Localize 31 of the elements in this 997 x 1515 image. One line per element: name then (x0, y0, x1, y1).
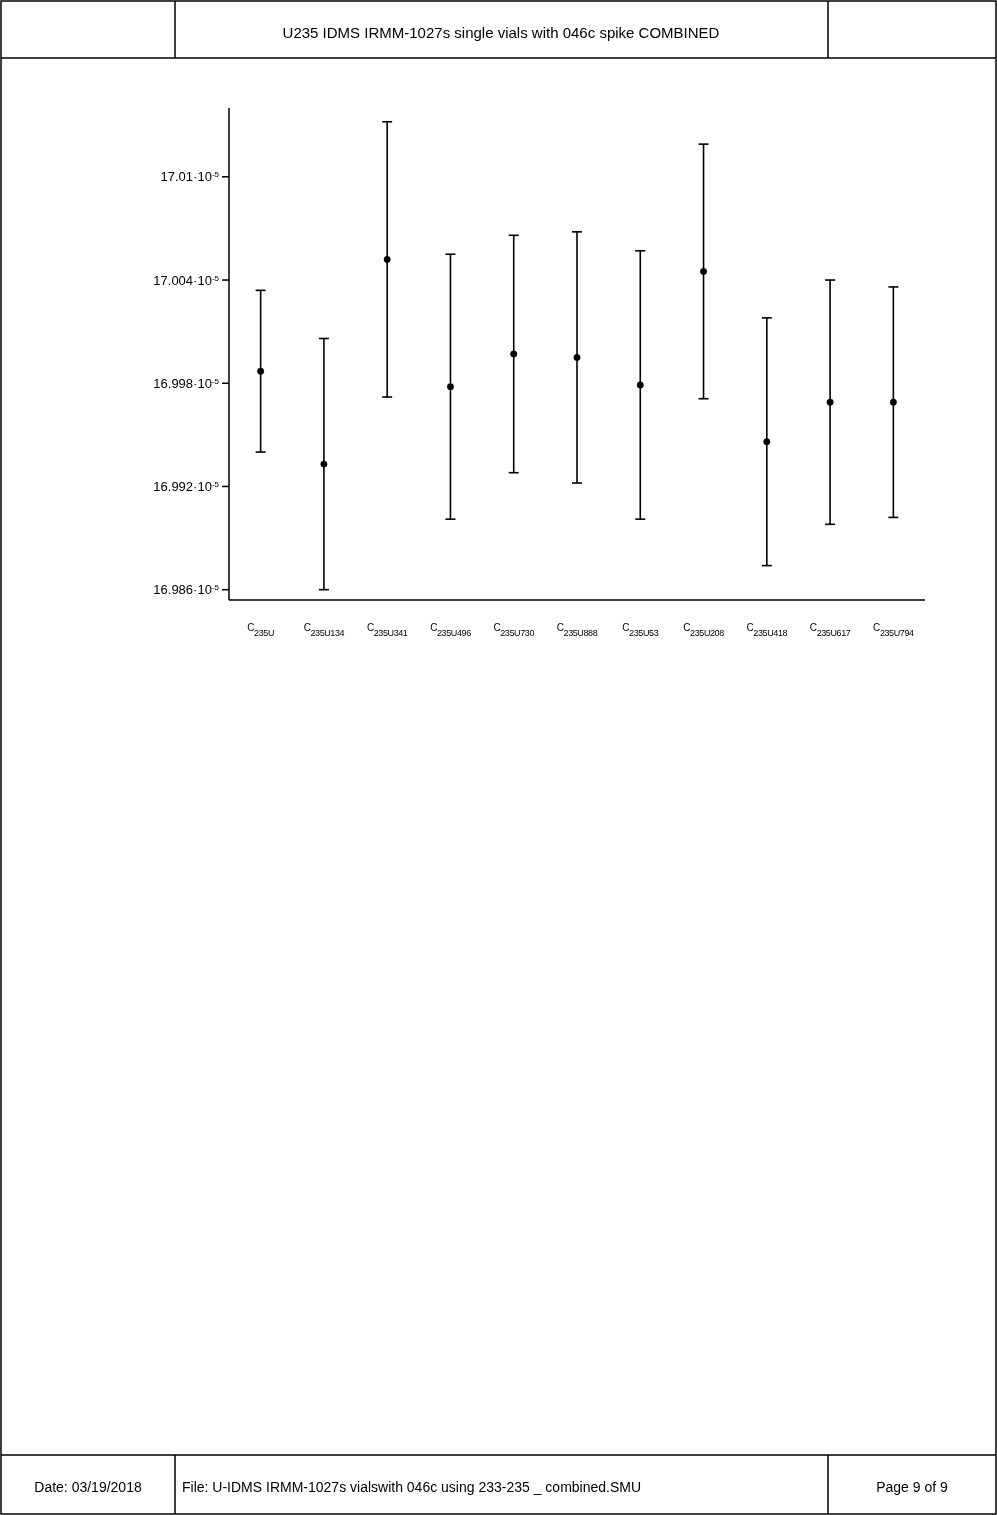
point (826, 398, 834, 406)
point (383, 255, 391, 263)
y-tick-label: 17.01·10$^{-5}$ (160, 169, 220, 185)
x-tick-label: C$_{235U208}$ (683, 622, 725, 638)
point (889, 398, 897, 406)
text: Page 9 of 9 (876, 1479, 949, 1495)
point (573, 353, 581, 361)
y-tick-label: 16.986·10$^{-5}$ (153, 582, 220, 598)
x-tick-label: C$_{235U794}$ (873, 622, 915, 638)
x-tick-label: C$_{235U}$ (247, 622, 275, 638)
x-tick-label: C$_{235U341}$ (366, 622, 408, 638)
y-tick-label: 16.992·10$^{-5}$ (153, 479, 220, 495)
x-tick-label: C$_{235U496}$ (430, 622, 472, 638)
x-tick-label: C$_{235U730}$ (493, 622, 535, 638)
x-tick-label: C$_{235U888}$ (556, 622, 598, 638)
text: File: U-IDMS IRMM-1027s vialswith 046c using 233-235 _ combined.SMU (182, 1479, 642, 1495)
text: Date: 03/19/2018 (34, 1479, 142, 1495)
point (320, 460, 328, 468)
x-tick-label: C$_{235U418}$ (746, 622, 788, 638)
point (763, 438, 771, 446)
x-tick-label: C$_{235U134}$ (303, 622, 345, 638)
y-tick-label: 16.998·10$^{-5}$ (153, 375, 220, 391)
x-tick-label: C$_{235U617}$ (809, 622, 851, 638)
point (700, 267, 707, 275)
chart-title: U235 IDMS IRMM-1027s single vials with 046c spike COMBINED (282, 24, 720, 41)
point (257, 367, 265, 375)
point (510, 350, 518, 358)
x-tick-label: C$_{235U53}$ (622, 622, 659, 638)
y-tick-label: 17.004·10$^{-5}$ (153, 272, 220, 288)
point (636, 381, 644, 389)
point (447, 383, 454, 391)
